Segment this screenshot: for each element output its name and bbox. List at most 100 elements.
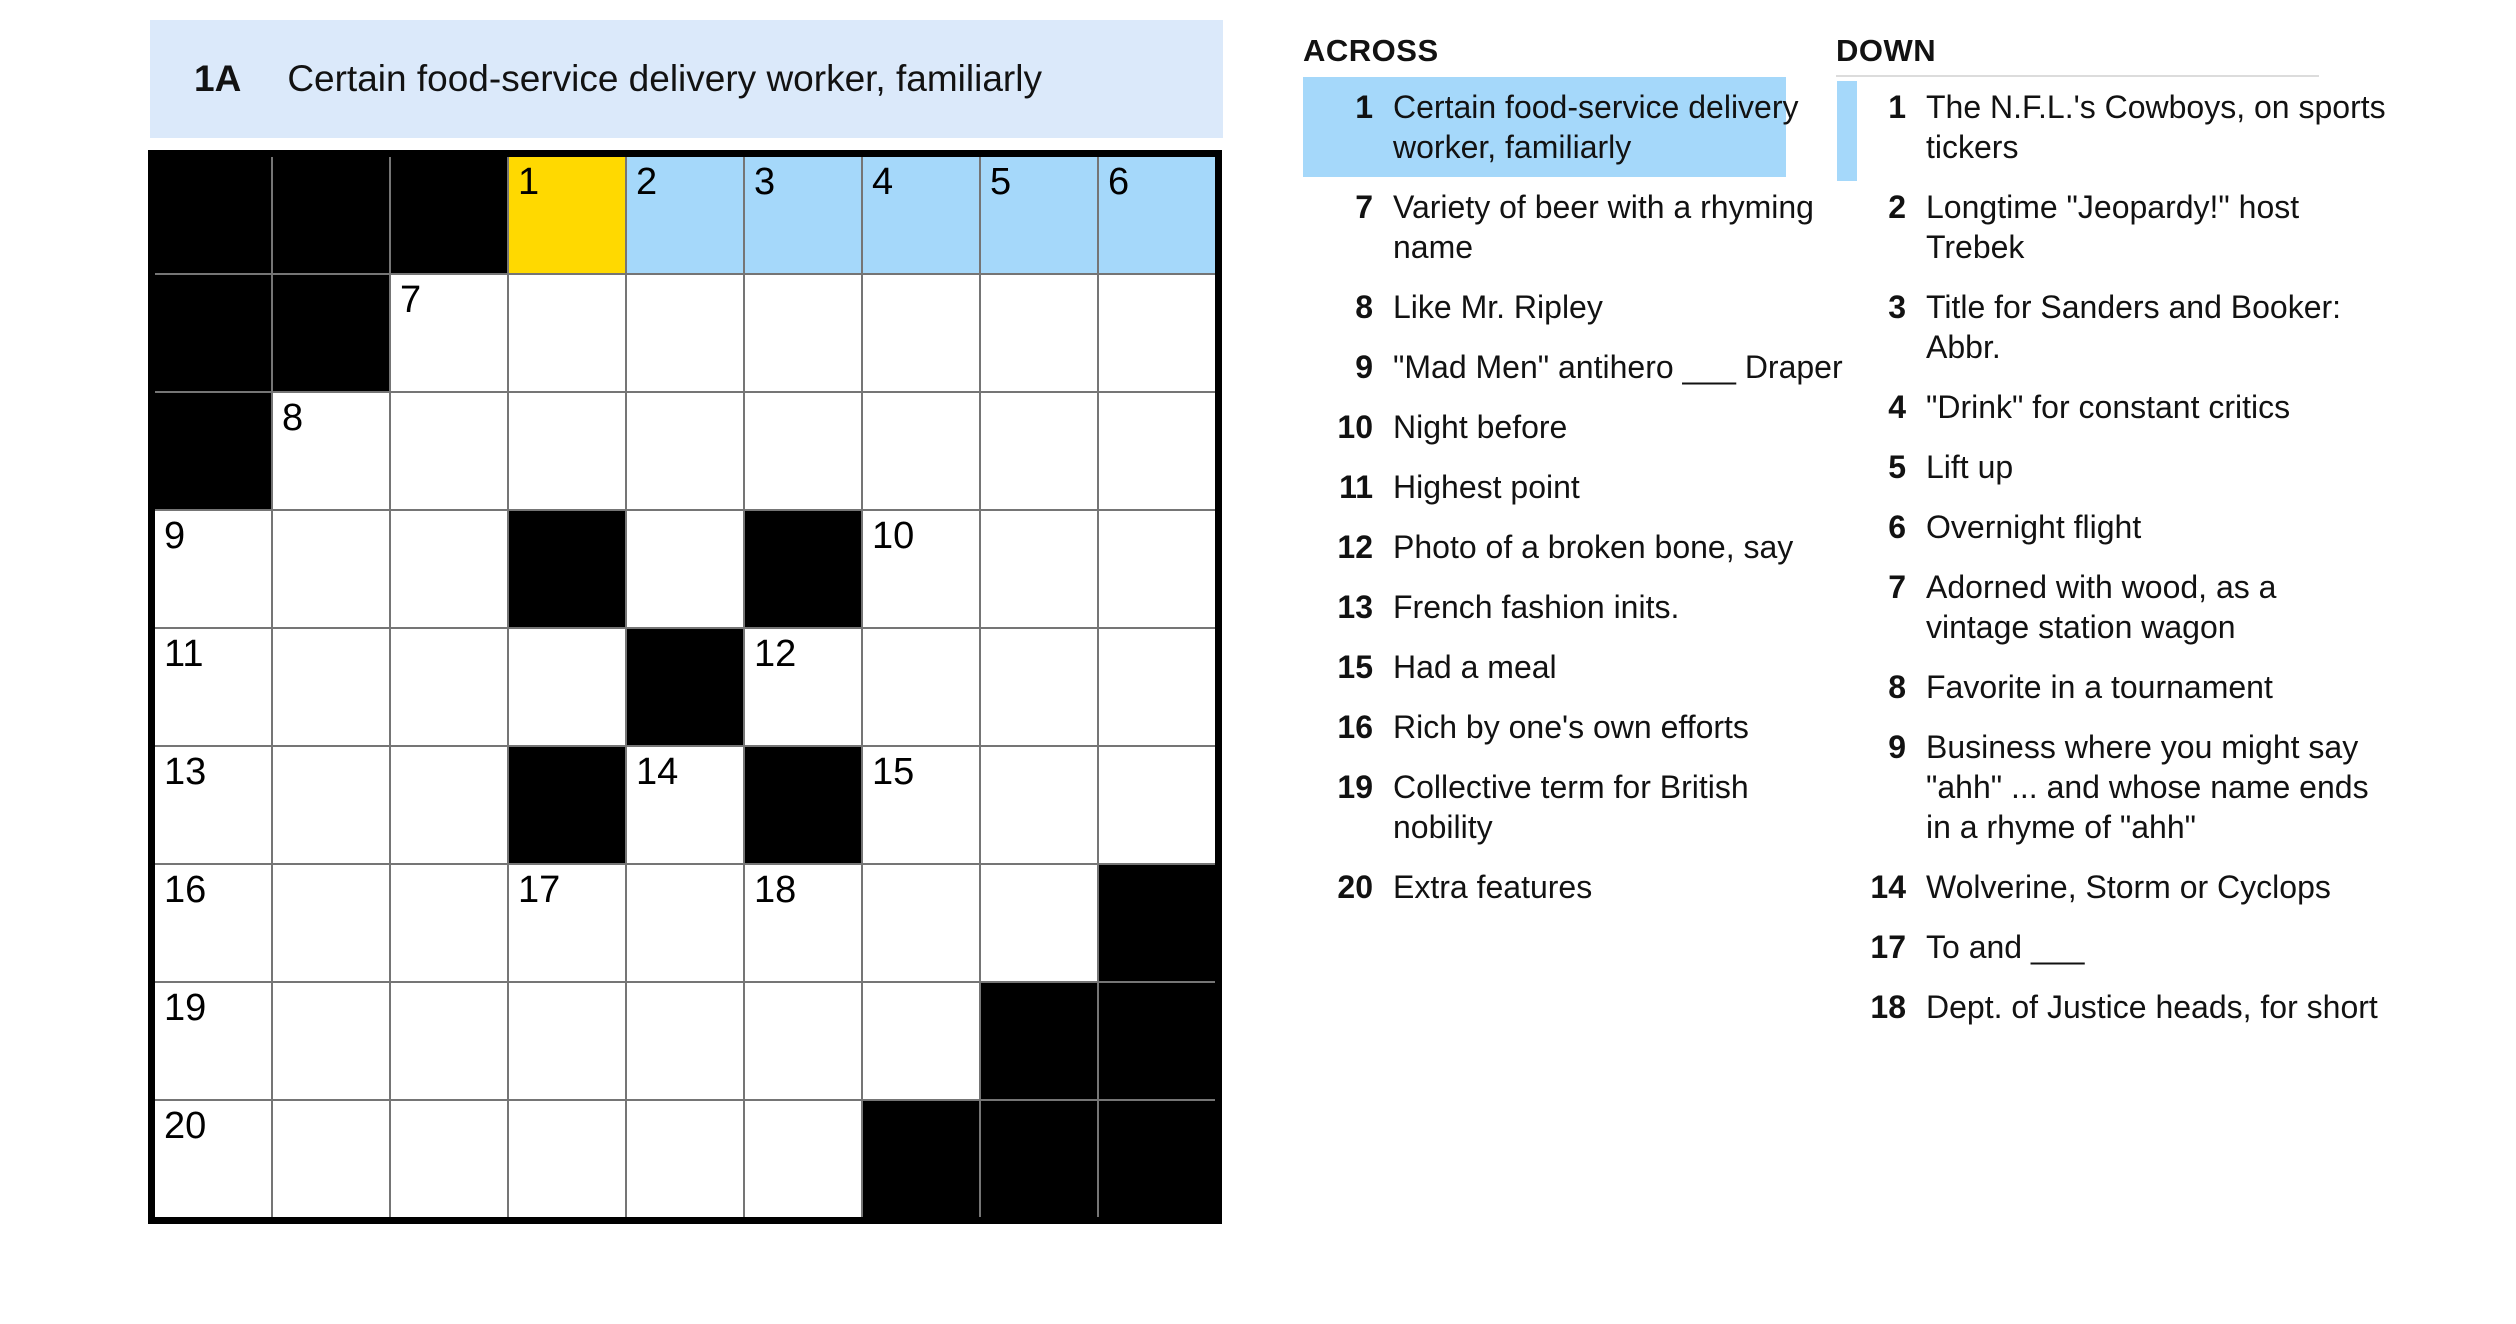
grid-cell-r7c5[interactable] [627,865,743,981]
grid-cell-r5c4[interactable] [509,629,625,745]
cell-number: 10 [872,515,915,557]
grid-cell-r8c1[interactable]: 19 [155,983,271,1099]
grid-cell-r3c6[interactable] [745,393,861,509]
grid-cell-r5c2[interactable] [273,629,389,745]
clue-item-4[interactable]: 4 "Drink" for constant critics [1836,377,2319,437]
grid-cell-r7c1[interactable]: 16 [155,865,271,981]
clue-item-8[interactable]: 8 Like Mr. Ripley [1303,277,1786,337]
clue-item-19[interactable]: 19 Collective term for British nobility [1303,757,1786,857]
clue-item-18[interactable]: 18 Dept. of Justice heads, for short [1836,977,2377,1037]
clue-item-16[interactable]: 16 Rich by one's own efforts [1303,697,1786,757]
grid-cell-r8c5[interactable] [627,983,743,1099]
clue-item-11[interactable]: 11 Highest point [1303,457,1786,517]
grid-cell-r6c8[interactable] [981,747,1097,863]
clue-item-6[interactable]: 6 Overnight flight [1836,497,2319,557]
grid-cell-r9c2[interactable] [273,1101,389,1217]
grid-cell-r2c4[interactable] [509,275,625,391]
grid-cell-r6c2[interactable] [273,747,389,863]
clue-text: Adorned with wood, as a vintage station … [1926,569,2277,645]
clue-text: Overnight flight [1926,509,2142,545]
clue-item-9[interactable]: 9 "Mad Men" antihero ___ Draper [1303,337,1842,397]
grid-cell-r6c5[interactable]: 14 [627,747,743,863]
clue-item-1[interactable]: 1 The N.F.L.'s Cowboys, on sports tickers [1836,77,2386,181]
clue-item-2[interactable]: 2 Longtime "Jeopardy!" host Trebek [1836,177,2319,277]
grid-cell-r4c3[interactable] [391,511,507,627]
grid-cell-r5c1[interactable]: 11 [155,629,271,745]
grid-cell-r7c7[interactable] [863,865,979,981]
clue-item-14[interactable]: 14 Wolverine, Storm or Cyclops [1836,857,2330,917]
grid-cell-r1c8[interactable]: 5 [981,157,1097,273]
grid-cell-r4c2[interactable] [273,511,389,627]
grid-cell-r2c8[interactable] [981,275,1097,391]
grid-cell-r4c8[interactable] [981,511,1097,627]
grid-cell-r9c5[interactable] [627,1101,743,1217]
grid-cell-r7c8[interactable] [981,865,1097,981]
grid-cell-r8c2[interactable] [273,983,389,1099]
clue-item-20[interactable]: 20 Extra features [1303,857,1786,917]
grid-cell-r2c1 [155,275,271,391]
clue-text: French fashion inits. [1393,589,1680,625]
grid-cell-r2c9[interactable] [1099,275,1215,391]
grid-cell-r2c6[interactable] [745,275,861,391]
grid-cell-r3c7[interactable] [863,393,979,509]
grid-cell-r5c3[interactable] [391,629,507,745]
grid-cell-r4c5[interactable] [627,511,743,627]
grid-cell-r3c4[interactable] [509,393,625,509]
clue-item-12[interactable]: 12 Photo of a broken bone, say [1303,517,1793,577]
clue-text: Business where you might say "ahh" ... a… [1926,729,2369,845]
clue-item-8[interactable]: 8 Favorite in a tournament [1836,657,2319,717]
grid-cell-r8c4[interactable] [509,983,625,1099]
grid-cell-r1c9[interactable]: 6 [1099,157,1215,273]
grid-cell-r2c2 [273,275,389,391]
grid-cell-r2c7[interactable] [863,275,979,391]
clue-item-9[interactable]: 9 Business where you might say "ahh" ... … [1836,717,2368,857]
grid-cell-r5c9[interactable] [1099,629,1215,745]
grid-cell-r3c8[interactable] [981,393,1097,509]
grid-cell-r3c3[interactable] [391,393,507,509]
grid-cell-r1c6[interactable]: 3 [745,157,861,273]
clue-item-7[interactable]: 7 Adorned with wood, as a vintage station… [1836,557,2319,657]
crossword-grid[interactable]: 1 2 3 4 5 6 7 8 9 10 11 12 13 14 15 16 17 18 19 20 [148,150,1222,1224]
clue-number: 3 [1888,289,1906,325]
grid-cell-r9c1[interactable]: 20 [155,1101,271,1217]
grid-cell-r4c7[interactable]: 10 [863,511,979,627]
grid-cell-r7c6[interactable]: 18 [745,865,861,981]
grid-cell-r3c2[interactable]: 8 [273,393,389,509]
grid-cell-r1c4[interactable]: 1 [509,157,625,273]
grid-cell-r4c9[interactable] [1099,511,1215,627]
grid-cell-r8c8 [981,983,1097,1099]
grid-cell-r1c5[interactable]: 2 [627,157,743,273]
grid-cell-r8c7[interactable] [863,983,979,1099]
clue-item-7[interactable]: 7 Variety of beer with a rhyming name [1303,177,1814,277]
clue-text: Collective term for British nobility [1393,769,1749,845]
grid-cell-r9c4[interactable] [509,1101,625,1217]
grid-cell-r6c7[interactable]: 15 [863,747,979,863]
grid-cell-r5c8[interactable] [981,629,1097,745]
clue-item-10[interactable]: 10 Night before [1303,397,1786,457]
clue-item-1[interactable]: 1 Certain food-service delivery worker, f… [1303,77,1799,177]
clue-number: 9 [1355,349,1373,385]
clue-item-17[interactable]: 17 To and ___ [1836,917,2319,977]
grid-cell-r6c9[interactable] [1099,747,1215,863]
clue-item-5[interactable]: 5 Lift up [1836,437,2319,497]
grid-cell-r7c2[interactable] [273,865,389,981]
grid-cell-r8c6[interactable] [745,983,861,1099]
grid-cell-r2c3[interactable]: 7 [391,275,507,391]
grid-cell-r9c6[interactable] [745,1101,861,1217]
grid-cell-r1c7[interactable]: 4 [863,157,979,273]
grid-cell-r8c3[interactable] [391,983,507,1099]
clue-item-13[interactable]: 13 French fashion inits. [1303,577,1786,637]
grid-cell-r3c5[interactable] [627,393,743,509]
grid-cell-r3c9[interactable] [1099,393,1215,509]
clue-item-15[interactable]: 15 Had a meal [1303,637,1786,697]
grid-cell-r9c3[interactable] [391,1101,507,1217]
grid-cell-r7c3[interactable] [391,865,507,981]
grid-cell-r6c3[interactable] [391,747,507,863]
grid-cell-r7c4[interactable]: 17 [509,865,625,981]
grid-cell-r5c7[interactable] [863,629,979,745]
grid-cell-r2c5[interactable] [627,275,743,391]
grid-cell-r5c6[interactable]: 12 [745,629,861,745]
clue-item-3[interactable]: 3 Title for Sanders and Booker: Abbr. [1836,277,2341,377]
grid-cell-r6c1[interactable]: 13 [155,747,271,863]
grid-cell-r4c1[interactable]: 9 [155,511,271,627]
